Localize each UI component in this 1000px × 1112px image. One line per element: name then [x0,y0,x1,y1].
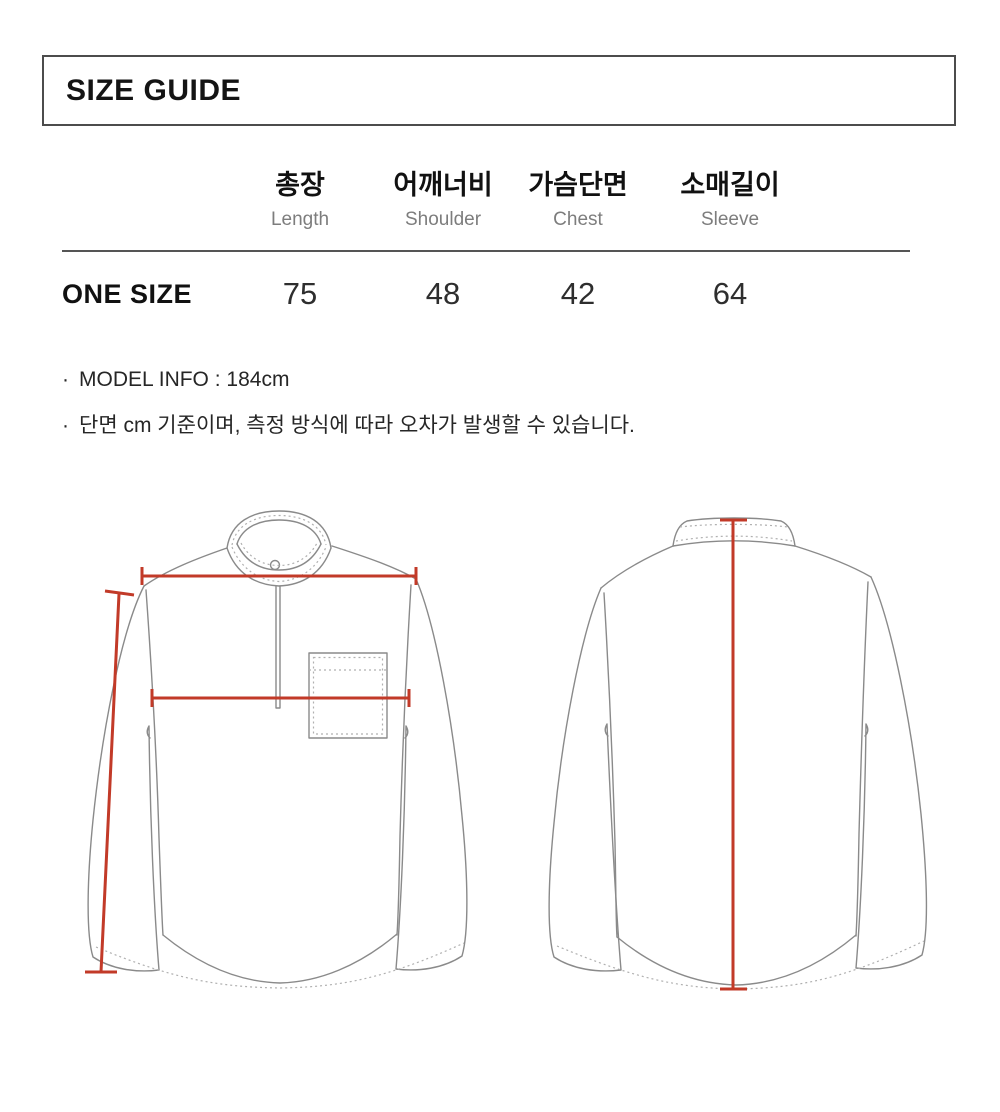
front-left-shoulder-seam [143,547,228,587]
size-guide-header-box: SIZE GUIDE [42,55,956,126]
column-header-chest: 가슴단면 Chest [506,168,650,232]
column-header-en: Chest [553,209,603,230]
page-title: SIZE GUIDE [66,73,242,107]
front-stitch-lines [95,514,465,989]
back-body-left-edge [603,592,618,938]
front-collar-inner-opening [236,543,322,571]
front-chest-pocket [308,652,388,739]
column-header-ko: 어깨너비 [393,170,493,200]
back-measurement-lines [720,518,747,991]
front-right-sleeve [395,578,468,971]
back-shirt-outline [548,517,928,986]
bullet-dot: · [62,368,69,391]
front-collar-neckline [226,547,332,587]
column-header-length: 총장 Length [220,168,380,232]
length-measure-line [720,518,747,991]
back-left-shoulder-seam [600,545,674,589]
bullet-dot: · [62,414,69,437]
note-measurement-disclaimer: · 단면 cm 기준이며, 측정 방식에 따라 오차가 발생할 수 있습니다. [62,412,635,440]
table-row-one-size: ONE SIZE 75 48 42 64 [62,272,910,316]
size-table-header: 총장 Length 어깨너비 Shoulder 가슴단면 Chest 소매길이 … [62,168,910,232]
column-header-ko: 총장 [275,170,325,200]
front-zip-placket [275,585,281,709]
collar-top-stitch [231,514,327,546]
value-sleeve: 64 [712,276,748,311]
hem-stitch [95,942,465,989]
sleeve-measure-line [85,589,135,974]
back-right-sleeve [855,576,928,970]
front-hem-edge [162,933,398,984]
column-header-ko: 소매길이 [680,170,780,200]
back-hem-edge [616,934,857,986]
shoulder-measure-line [140,567,418,585]
pocket-inner-stitch [312,656,384,735]
notes-section: · MODEL INFO : 184cm · 단면 cm 기준이며, 측정 방식… [62,366,635,458]
note-text: MODEL INFO : 184cm [79,368,290,391]
column-header-sleeve: 소매길이 Sleeve [650,168,810,232]
back-left-sleeve [548,587,622,972]
column-header-en: Sleeve [700,209,760,230]
table-divider-rule [62,250,910,252]
back-collar-top-stitch [679,523,789,528]
shirt-front-drawing [85,510,468,989]
size-row-label: ONE SIZE [62,279,193,309]
collar-bottom-stitch [231,546,327,583]
value-chest: 42 [560,276,596,311]
front-left-sleeve [87,585,160,972]
column-header-shoulder: 어깨너비 Shoulder [380,168,506,232]
front-right-shoulder-seam [331,545,417,580]
header-spacer [62,168,220,232]
front-body-right-edge [396,584,412,936]
column-header-en: Length [270,209,330,230]
column-header-ko: 가슴단면 [528,170,628,200]
front-collar-outer-top [226,510,332,549]
back-right-shoulder-seam [794,545,872,578]
chest-measure-line [150,689,411,707]
note-text: 단면 cm 기준이며, 측정 방식에 따라 오차가 발생할 수 있습니다. [79,414,635,437]
front-measurement-lines [85,567,418,974]
back-collar-outer [672,517,796,547]
front-shirt-outline [87,510,468,984]
front-collar-inner-top [236,519,322,545]
back-body-right-edge [855,581,869,937]
note-model-info: · MODEL INFO : 184cm [62,366,635,394]
back-hem-stitch [556,940,925,990]
shirt-back-drawing [548,517,928,991]
front-body-left-edge [145,589,164,936]
value-shoulder: 48 [425,276,461,311]
collar-opening-stitch [240,542,318,567]
value-length: 75 [282,276,318,311]
column-header-en: Shoulder [404,209,482,230]
